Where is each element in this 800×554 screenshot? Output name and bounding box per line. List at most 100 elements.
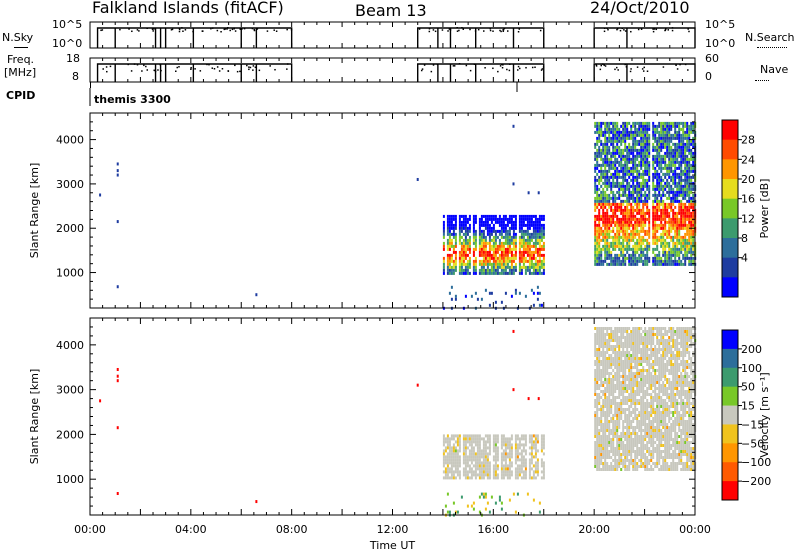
velocity-colorbar-tick: 100 xyxy=(741,362,762,375)
power-region-sparse xyxy=(442,285,543,310)
power-colorbar-label: Power [dB] xyxy=(758,179,771,239)
velocity-panel: 1000 2000 3000 4000 Slant Range [km] 200 100 50… xyxy=(28,317,771,517)
power-colorbar-tick: 8 xyxy=(741,232,748,245)
power-panel: 1000 2000 3000 4000 Slant Range [km] 28 24 20 16… xyxy=(28,112,771,310)
velocity-point xyxy=(527,397,530,401)
power-ytick-label: 3000 xyxy=(56,178,84,191)
power-point xyxy=(512,124,515,128)
cpid-panel xyxy=(89,82,518,106)
power-point xyxy=(537,191,540,195)
xtick-label: 16:00 xyxy=(477,523,509,536)
freq-segment xyxy=(417,63,545,82)
freq-unit-label: [MHz] xyxy=(4,66,37,79)
power-colorbar-swatch xyxy=(722,179,738,200)
freq-segment xyxy=(593,63,696,82)
power-colorbar-swatch xyxy=(722,120,738,141)
power-point xyxy=(255,293,258,297)
power-colorbar-swatch xyxy=(722,218,738,239)
velocity-ytick-label: 4000 xyxy=(56,339,84,352)
velocity-point xyxy=(537,397,540,401)
power-colorbar-tick: 20 xyxy=(741,173,755,186)
power-cells xyxy=(99,121,697,310)
power-point xyxy=(116,285,119,289)
freq-segment xyxy=(96,63,293,82)
velocity-point xyxy=(116,426,119,430)
power-colorbar-swatch xyxy=(722,277,738,298)
xtick-label: 12:00 xyxy=(377,523,409,536)
power-ytick-label: 4000 xyxy=(56,134,84,147)
freq-panel xyxy=(89,57,696,83)
velocity-point xyxy=(512,329,515,333)
beam-title: Beam 13 xyxy=(355,1,427,20)
power-region-band xyxy=(594,121,697,266)
velocity-point xyxy=(99,399,102,403)
velocity-point xyxy=(416,383,419,387)
date-title: 24/Oct/2010 xyxy=(590,0,690,17)
velocity-colorbar-tick: −200 xyxy=(741,475,771,488)
nave-line-legend xyxy=(755,80,769,81)
velocity-region-band xyxy=(442,434,545,480)
nsky-line-legend xyxy=(14,47,28,48)
nsky-segment xyxy=(96,27,293,48)
velocity-colorbar-swatch xyxy=(722,348,738,369)
power-colorbar-tick: 12 xyxy=(741,212,755,225)
power-point xyxy=(116,162,119,166)
nave-ytick-bottom: 0 xyxy=(705,70,712,83)
velocity-region-band xyxy=(594,327,697,471)
xtick-label: 00:00 xyxy=(679,523,711,536)
power-point xyxy=(512,182,515,186)
power-colorbar-tick: 24 xyxy=(741,153,755,166)
xtick-label: 08:00 xyxy=(276,523,308,536)
velocity-cells xyxy=(99,327,697,517)
velocity-ytick-label: 1000 xyxy=(56,473,84,486)
nsearch-label: N.Search xyxy=(745,31,795,44)
nsky-segment xyxy=(417,27,545,48)
nsky-ytick-top: 10^5 xyxy=(52,18,83,31)
power-colorbar-swatch xyxy=(722,238,738,259)
velocity-colorbar-swatch xyxy=(722,424,738,444)
xaxis-label: Time UT xyxy=(369,539,415,552)
velocity-colorbar-tick: −100 xyxy=(741,456,771,469)
velocity-colorbar-swatch xyxy=(722,462,738,482)
velocity-colorbar-swatch xyxy=(722,481,738,501)
velocity-ylabel: Slant Range [km] xyxy=(28,369,41,465)
velocity-colorbar-swatch xyxy=(722,405,738,425)
power-colorbar-tick: 16 xyxy=(741,193,755,206)
power-point xyxy=(527,191,530,195)
velocity-colorbar-swatch xyxy=(722,330,738,350)
velocity-point xyxy=(512,388,515,392)
power-ytick-label: 1000 xyxy=(56,267,84,280)
velocity-point xyxy=(255,500,258,504)
freq-label: Freq. xyxy=(7,53,35,66)
nsky-panel xyxy=(89,21,696,49)
freq-ytick-bottom: 8 xyxy=(72,70,79,83)
velocity-point xyxy=(116,374,119,378)
xtick-label: 20:00 xyxy=(578,523,610,536)
power-point xyxy=(99,193,102,197)
velocity-colorbar: 200 100 50 15 −15 −50 −100 −200 Velocity [m s⁻¹] xyxy=(721,329,771,501)
cpid-value: themis 3300 xyxy=(94,93,171,106)
power-colorbar-swatch xyxy=(722,159,738,180)
nave-ytick-top: 60 xyxy=(705,52,719,65)
power-point xyxy=(116,220,119,224)
power-point xyxy=(116,173,119,177)
power-region-band xyxy=(442,214,545,275)
xtick-label: 00:00 xyxy=(74,523,106,536)
velocity-colorbar-swatch xyxy=(722,367,738,388)
velocity-colorbar-tick: −15 xyxy=(741,418,764,431)
station-title: Falkland Islands (fitACF) xyxy=(92,0,284,17)
freq-ytick-top: 18 xyxy=(66,52,80,65)
velocity-colorbar-label: Velocity [m s⁻¹] xyxy=(758,372,771,457)
nsky-ytick-bottom: 10^0 xyxy=(52,37,83,50)
power-colorbar-swatch xyxy=(722,198,738,219)
velocity-colorbar-swatch xyxy=(722,386,738,407)
power-colorbar: 28 24 20 16 12 8 4 Power [dB] xyxy=(721,119,771,298)
velocity-colorbar-tick: 200 xyxy=(741,343,762,356)
nsky-label: N.Sky xyxy=(2,31,34,44)
power-colorbar-tick: 4 xyxy=(741,252,748,265)
velocity-point xyxy=(116,379,119,383)
velocity-colorbar-tick: 50 xyxy=(741,381,755,394)
nsearch-ytick-top: 10^5 xyxy=(705,18,736,31)
nsearch-line-legend xyxy=(757,47,787,48)
